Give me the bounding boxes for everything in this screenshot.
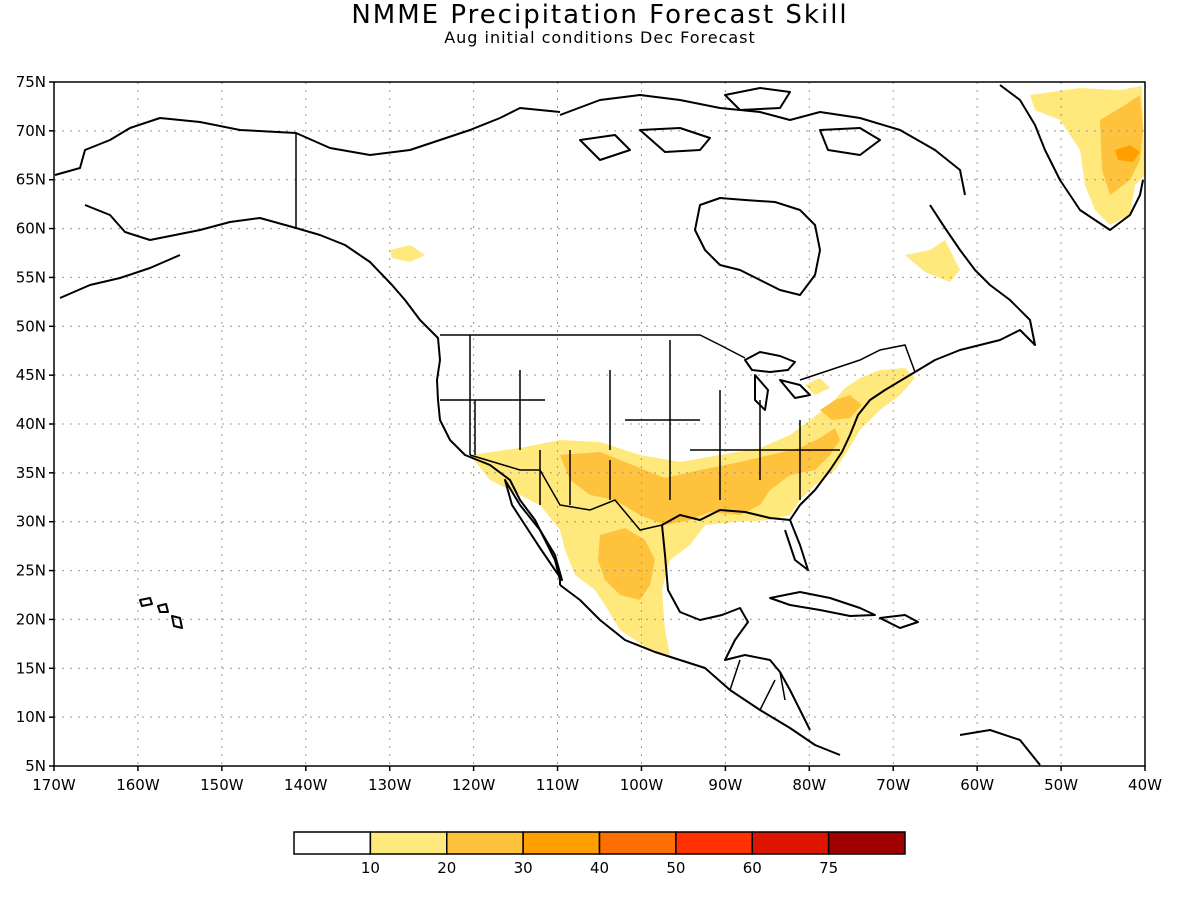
lat-tick-label: 75N bbox=[16, 73, 46, 91]
lat-tick-label: 25N bbox=[16, 562, 46, 580]
lon-tick-label: 50W bbox=[1044, 776, 1078, 794]
colorbar: 10 20 30 40 50 60 75 bbox=[293, 831, 906, 877]
lat-tick-label: 40N bbox=[16, 415, 46, 433]
lon-tick-label: 160W bbox=[116, 776, 160, 794]
colorbar-swatch bbox=[675, 831, 753, 855]
colorbar-label: 30 bbox=[514, 859, 533, 877]
lon-tick-label: 100W bbox=[620, 776, 664, 794]
skill-shading-20-30 bbox=[560, 95, 1143, 600]
graticule bbox=[54, 82, 1145, 766]
lon-tick-label: 80W bbox=[792, 776, 826, 794]
longitude-axis: 170W 160W 150W 140W 130W 120W 110W 100W 90W 80W 70… bbox=[32, 766, 1162, 794]
political-borders bbox=[295, 133, 916, 711]
lat-tick-label: 60N bbox=[16, 220, 46, 238]
chart-subtitle: Aug initial conditions Dec Forecast bbox=[444, 28, 756, 47]
lon-tick-label: 140W bbox=[284, 776, 328, 794]
lat-tick-label: 5N bbox=[25, 757, 46, 775]
colorbar-label: 40 bbox=[590, 859, 609, 877]
lat-tick-label: 55N bbox=[16, 268, 46, 286]
colorbar-swatch bbox=[598, 831, 677, 855]
lat-tick-label: 65N bbox=[16, 171, 46, 189]
colorbar-label: 10 bbox=[361, 859, 380, 877]
lon-tick-label: 70W bbox=[876, 776, 910, 794]
lat-tick-label: 45N bbox=[16, 366, 46, 384]
colorbar-label: 50 bbox=[666, 859, 685, 877]
colorbar-swatch bbox=[293, 831, 372, 855]
colorbar-swatch bbox=[522, 831, 601, 855]
colorbar-label: 75 bbox=[819, 859, 838, 877]
lon-tick-label: 90W bbox=[708, 776, 742, 794]
lon-tick-label: 110W bbox=[536, 776, 580, 794]
colorbar-swatch bbox=[827, 831, 906, 855]
lat-tick-label: 30N bbox=[16, 513, 46, 531]
lon-tick-label: 170W bbox=[32, 776, 76, 794]
lat-tick-label: 50N bbox=[16, 317, 46, 335]
lat-tick-label: 70N bbox=[16, 122, 46, 140]
lon-tick-label: 120W bbox=[452, 776, 496, 794]
colorbar-swatch bbox=[446, 831, 524, 855]
lon-tick-label: 130W bbox=[368, 776, 412, 794]
lon-tick-label: 60W bbox=[960, 776, 994, 794]
lat-tick-label: 20N bbox=[16, 610, 46, 628]
colorbar-swatch bbox=[369, 831, 448, 855]
skill-shading-30-40 bbox=[1115, 145, 1140, 162]
colorbar-label: 60 bbox=[743, 859, 762, 877]
chart-title: NMME Precipitation Forecast Skill bbox=[351, 0, 849, 30]
colorbar-swatch bbox=[751, 831, 830, 855]
colorbar-label: 20 bbox=[437, 859, 456, 877]
lon-tick-label: 40W bbox=[1128, 776, 1162, 794]
lat-tick-label: 35N bbox=[16, 464, 46, 482]
lat-tick-label: 15N bbox=[16, 659, 46, 677]
latitude-axis: 75N 70N 65N 60N 55N 50N 45N 40N 35N 30N 25N 20N 15N 1… bbox=[16, 73, 54, 775]
lat-tick-label: 10N bbox=[16, 708, 46, 726]
lon-tick-label: 150W bbox=[200, 776, 244, 794]
